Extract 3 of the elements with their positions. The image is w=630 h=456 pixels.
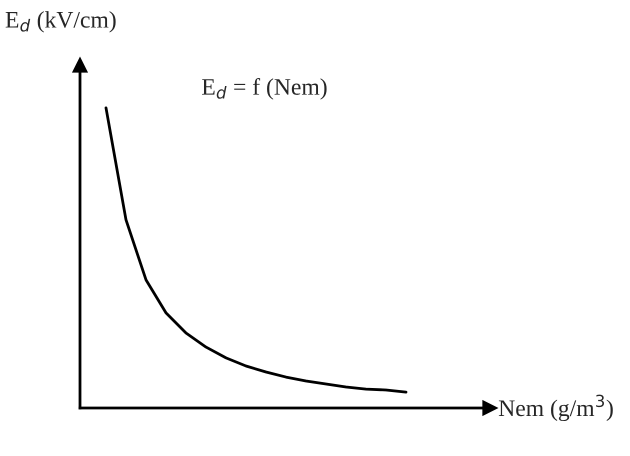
y-axis-title: E$_{d}$ (kV/cm) [6,11,116,33]
chart-title: E$_{d}$ = f (Nem) [202,78,327,100]
x-axis-title: Nem (g/m$^{3}$) [498,394,613,422]
